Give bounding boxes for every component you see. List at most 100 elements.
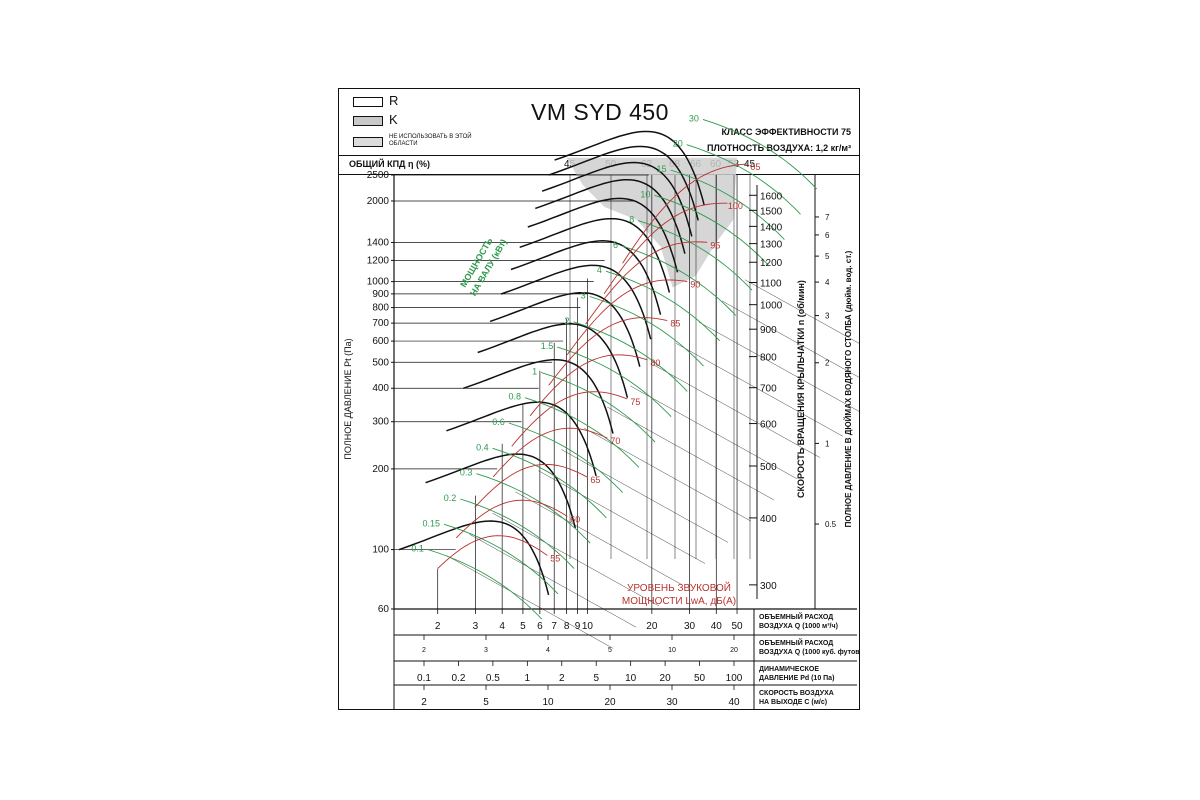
- inch-tick-label: 3: [825, 312, 830, 321]
- pressure-tick-label: 800: [372, 303, 389, 314]
- pressure-tick-label: 300: [372, 417, 389, 428]
- scale-tick-label: 40: [711, 621, 723, 632]
- efficiency-class: КЛАСС ЭФФЕКТИВНОСТИ 75: [721, 127, 851, 137]
- pressure-tick-label: 900: [372, 289, 389, 300]
- system-gridline: [721, 300, 859, 378]
- power-curve: [589, 296, 704, 367]
- power-label: 2: [564, 316, 569, 326]
- power-curve: [702, 118, 818, 190]
- scale-tick-label: 5: [520, 621, 526, 632]
- power-label: 0.15: [423, 518, 441, 528]
- scale-tick-label: 30: [666, 697, 678, 708]
- power-curves: 0.1 0.15 0.2 0.3 0.4 0.6 0.8 1 1.5 2 3 4 6 8 10 15 20 30: [411, 113, 818, 620]
- fan-speed-curve: [541, 161, 693, 237]
- rpm-tick-label: 600: [760, 420, 777, 431]
- scale-label: ВОЗДУХА Q (1000 м³/ч): [759, 623, 838, 630]
- power-curve: [427, 549, 543, 620]
- sound-curve: [511, 391, 628, 447]
- scale-tick-label: 3: [484, 647, 488, 654]
- sound-curve: [603, 202, 728, 294]
- system-gridline: [744, 279, 859, 344]
- performance-chart: 0.10.150.20.30.40.60.811.52346810152030 …: [343, 113, 859, 709]
- scale-tick-label: 0.2: [451, 673, 465, 684]
- scale-tick-label: 0.1: [417, 673, 431, 684]
- sound-curve: [455, 499, 568, 539]
- efficiency-label: ОБЩИЙ КПД η (%): [349, 159, 430, 169]
- power-curve: [670, 169, 785, 240]
- legend-swatch-restricted: [353, 137, 383, 147]
- scale-tick-label: 2: [421, 697, 427, 708]
- pressure-tick-label: 1000: [367, 277, 390, 288]
- power-curve: [686, 144, 801, 215]
- scale-tick-label: 50: [694, 673, 706, 684]
- power-label: 0.8: [508, 392, 521, 402]
- inch-tick-label: 4: [825, 278, 830, 287]
- pressure-tick-label: 400: [372, 383, 389, 394]
- pressure-tick-label: 1200: [367, 255, 390, 266]
- scale-tick-label: 30: [684, 621, 696, 632]
- scale-tick-label: 5: [483, 697, 489, 708]
- sound-label: 70: [610, 436, 620, 446]
- legend-swatch-k: [353, 116, 383, 126]
- sound-label: 85: [670, 319, 680, 329]
- pressure-tick-label: 500: [372, 357, 389, 368]
- inch-tick-label: 2: [825, 359, 830, 368]
- fan-speed-curve: [535, 179, 686, 254]
- sound-label: 65: [590, 475, 600, 485]
- scale-tick-label: 6: [537, 621, 543, 632]
- fan-speed-curve: [489, 292, 641, 367]
- legend-label-k: K: [389, 112, 398, 127]
- system-gridline: [515, 491, 683, 585]
- power-label: 10: [640, 189, 650, 199]
- sound-label: 55: [550, 554, 560, 564]
- system-gridline: [630, 385, 797, 479]
- scale-tick-label: 100: [726, 673, 743, 684]
- pressure-tick-label: 600: [372, 336, 389, 347]
- inch-tick-label: 7: [825, 213, 830, 222]
- sound-curve: [492, 427, 608, 478]
- sound-label: 90: [690, 279, 700, 289]
- rpm-tick-label: 1200: [760, 258, 783, 269]
- sound-curve: [548, 317, 668, 386]
- system-gridline: [561, 449, 729, 543]
- scale-label: ДАВЛЕНИЕ Pd (10 Па): [759, 675, 834, 682]
- scale-label: СКОРОСТЬ ВОЗДУХА: [759, 690, 834, 697]
- rpm-tick-label: 400: [760, 514, 777, 525]
- power-curve: [638, 220, 753, 291]
- power-curve: [605, 270, 721, 342]
- fan-speed-curve: [548, 145, 699, 221]
- rpm-tick-label: 800: [760, 353, 777, 364]
- sound-axis-title: УРОВЕНЬ ЗВУКОВОЙ: [627, 581, 731, 594]
- power-label: 6: [613, 240, 618, 250]
- rpm-tick-label: 500: [760, 462, 777, 473]
- power-label: 0.1: [411, 544, 424, 554]
- fan-speed-curve: [425, 453, 577, 529]
- scale-tick-label: 20: [604, 697, 616, 708]
- power-label: 15: [657, 164, 667, 174]
- power-curve: [460, 498, 575, 569]
- pressure-tick-label: 2000: [367, 196, 390, 207]
- system-gridline: [446, 555, 614, 649]
- power-label: 0.6: [492, 417, 505, 427]
- sound-label: 05: [750, 162, 760, 172]
- scale-tick-label: 50: [731, 621, 743, 632]
- power-curve: [492, 447, 607, 519]
- system-gridline: [653, 364, 820, 458]
- sound-curve: [566, 279, 688, 356]
- inch-axis-title: ПОЛНОЕ ДАВЛЕНИЕ В ДЮЙМАХ ВОДЯНОГО СТОЛБА…: [844, 250, 853, 527]
- system-gridline: [584, 428, 752, 522]
- fan-speed-curve: [500, 264, 652, 340]
- rpm-axis-title: СКОРОСТЬ ВРАЩЕНИЯ КРЫЛЬЧАТКИ n (об/мин): [796, 280, 806, 498]
- axes: 2500200014001200100090080070060050040030…: [367, 170, 837, 615]
- sound-label: 80: [650, 358, 660, 368]
- fan-speed-curve: [463, 358, 614, 434]
- rpm-tick-label: 1100: [760, 278, 782, 289]
- rpm-tick-label: 1500: [760, 206, 783, 217]
- inch-tick-label: 0.5: [825, 520, 837, 529]
- pressure-tick-label: 60: [378, 604, 390, 615]
- power-label: 3: [581, 291, 586, 301]
- system-gridline: [469, 534, 637, 628]
- scale-tick-label: 10: [582, 621, 594, 632]
- scale-tick-label: 2: [422, 647, 426, 654]
- scale-tick-label: 4: [499, 621, 505, 632]
